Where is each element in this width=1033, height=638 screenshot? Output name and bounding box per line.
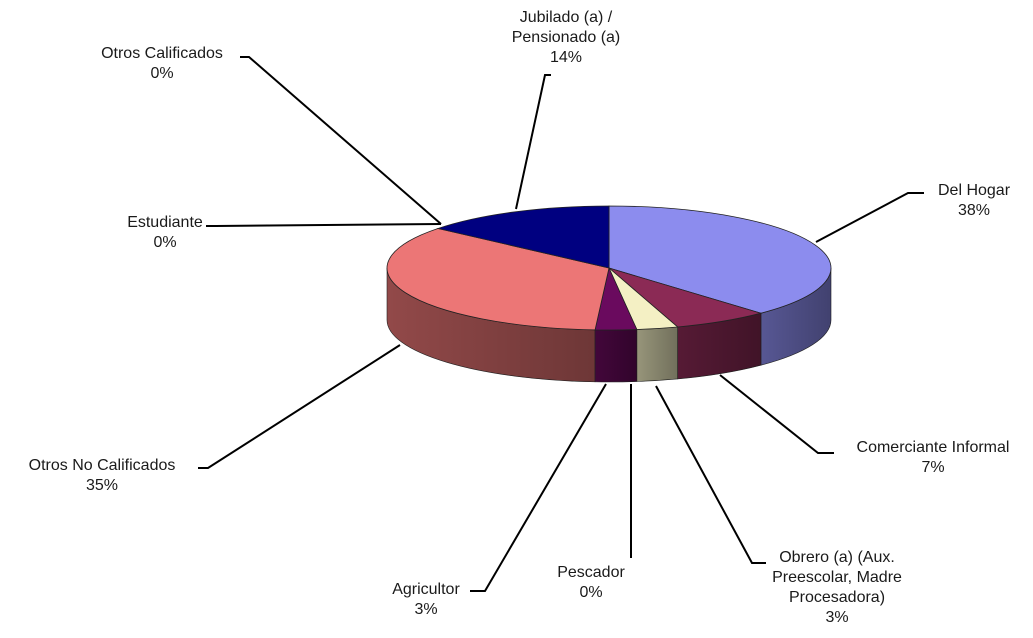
label-otros-no-calificados-name: Otros No Calificados	[28, 457, 176, 474]
label-estudiante: Estudiante 0%	[115, 213, 215, 253]
label-otros-calificados-value: 0%	[150, 65, 174, 82]
leader-line-otros-calificados	[240, 56, 442, 225]
slice-side-shading-otros-no-calificados	[387, 268, 596, 382]
label-del-hogar: Del Hogar 38%	[924, 181, 1024, 221]
label-agricultor: Agricultor 3%	[376, 580, 476, 620]
slice-side-shading-obrero-a-aux-preescolar-madre-procesadora	[636, 326, 678, 382]
label-obrero-value: 3%	[825, 609, 849, 626]
leader-line-comerciante-informal	[719, 374, 834, 454]
label-estudiante-value: 0%	[153, 234, 177, 251]
leader-line-del-hogar	[815, 192, 924, 243]
label-otros-no-calificados-value: 35%	[85, 477, 119, 494]
label-comerciante-informal: Comerciante Informal 7%	[834, 438, 1032, 478]
label-pescador: Pescador 0%	[541, 563, 641, 603]
label-pescador-name: Pescador	[557, 564, 625, 581]
slice-del-hogar	[608, 205, 832, 314]
label-obrero-line1: Obrero (a) (Aux.	[779, 549, 895, 566]
slice-jubilado-a-pensionado-a	[436, 205, 610, 269]
leader-line-obrero-a-aux-preescolar-madre-procesadora	[655, 385, 766, 564]
leader-line-otros-no-calificados	[198, 344, 401, 469]
label-jubilado-line2: Pensionado (a)	[511, 29, 621, 46]
label-obrero-line3: Procesadora)	[788, 589, 886, 606]
label-del-hogar-name: Del Hogar	[937, 182, 1011, 199]
label-otros-no-calificados: Otros No Calificados 35%	[4, 456, 200, 496]
label-obrero: Obrero (a) (Aux. Preescolar, Madre Proce…	[762, 548, 912, 628]
label-agricultor-name: Agricultor	[392, 581, 460, 598]
leader-line-jubilado-a-pensionado-a	[515, 74, 551, 210]
slice-otros-no-calificados	[386, 228, 610, 331]
leader-line-agricultor	[470, 383, 607, 592]
label-obrero-line2: Preescolar, Madre	[772, 569, 902, 586]
label-agricultor-value: 3%	[414, 601, 438, 618]
slice-side-shading-comerciante-informal	[677, 313, 761, 379]
label-estudiante-name: Estudiante	[127, 214, 203, 231]
label-comerciante-value: 7%	[921, 459, 945, 476]
label-jubilado-value: 14%	[549, 49, 583, 66]
label-del-hogar-value: 38%	[957, 202, 991, 219]
label-comerciante-name: Comerciante Informal	[856, 439, 1010, 456]
label-otros-calificados-name: Otros Calificados	[101, 45, 223, 62]
label-jubilado-line1: Jubilado (a) /	[519, 9, 613, 26]
slice-side-shading-agricultor	[595, 329, 637, 382]
label-pescador-value: 0%	[579, 584, 603, 601]
label-otros-calificados: Otros Calificados 0%	[82, 44, 242, 84]
leader-line-estudiante	[206, 223, 442, 227]
label-jubilado: Jubilado (a) / Pensionado (a) 14%	[496, 8, 636, 68]
